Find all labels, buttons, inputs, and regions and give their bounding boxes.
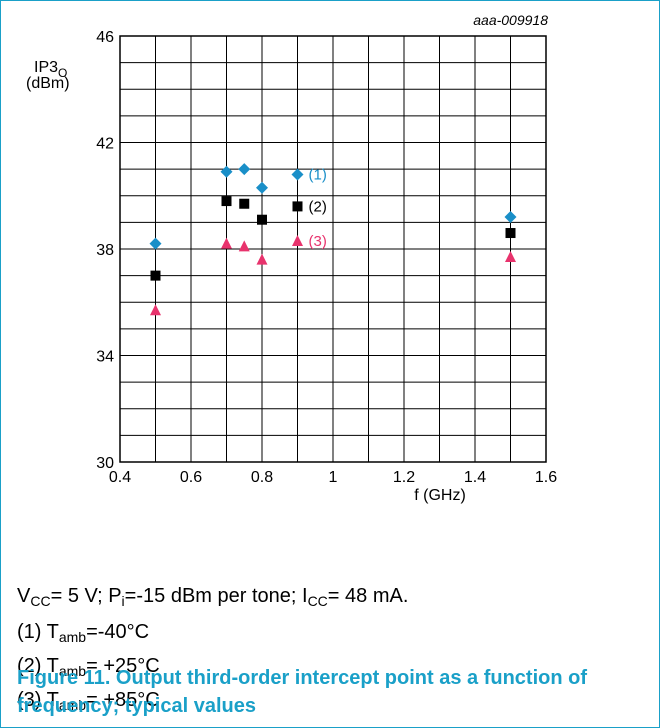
plot-area-border	[119, 35, 547, 463]
data-point-diamond	[256, 181, 268, 194]
data-point-square	[257, 214, 267, 225]
x-tick-label: 0.6	[180, 469, 202, 486]
chart-series: (1) (2) (3)	[149, 163, 517, 316]
y-axis-unit: (dBm)	[26, 75, 70, 92]
y-tick-label: 42	[96, 136, 114, 153]
series-1: (1)	[149, 163, 517, 250]
chart-id-label: aaa-009918	[473, 12, 548, 28]
x-tick-label: 1.2	[393, 469, 415, 486]
note-1: (1) Tamb=-40°C	[17, 621, 150, 645]
series-label: (1)	[309, 166, 327, 183]
data-point-square	[221, 196, 232, 207]
y-axis-label: IP3O	[34, 59, 67, 80]
x-tick-label: 1.6	[535, 469, 557, 486]
data-point-triangle	[238, 240, 250, 252]
data-point-triangle	[221, 237, 232, 249]
data-point-square	[505, 228, 516, 239]
chart-ticks: 0.4 0.6 0.8 1 1.2 1.4 1.6 30 34 38 42 46	[96, 29, 557, 486]
data-point-diamond	[504, 211, 517, 224]
x-tick-label: 1	[329, 469, 338, 486]
note-conditions: VCC= 5 V; Pi=-15 dBm per tone; ICC= 48 m…	[17, 585, 409, 609]
note-3: (3) Tamb= +85°C	[17, 689, 160, 713]
data-point-triangle	[150, 304, 161, 316]
data-point-diamond	[149, 237, 162, 250]
x-axis-label: f (GHz)	[414, 487, 466, 504]
x-tick-label: 1.4	[464, 469, 486, 486]
series-label: (3)	[309, 233, 327, 250]
y-tick-label: 34	[96, 349, 114, 366]
y-tick-label: 30	[96, 455, 114, 472]
data-point-diamond	[238, 163, 251, 176]
series-2: (2)	[150, 196, 516, 281]
data-point-square	[150, 270, 161, 281]
data-point-square	[292, 201, 303, 212]
figure-caption: Figure 11. Output third-order intercept …	[17, 667, 588, 717]
y-tick-label: 46	[96, 29, 114, 46]
note-2: (2) Tamb= +25°C	[17, 655, 160, 679]
y-tick-label: 38	[96, 242, 114, 259]
series-3: (3)	[150, 233, 516, 316]
data-point-square	[239, 198, 250, 209]
data-point-triangle	[505, 250, 516, 262]
data-point-diamond	[291, 168, 304, 181]
x-tick-label: 0.4	[109, 469, 131, 486]
data-point-diamond	[220, 165, 233, 178]
data-point-triangle	[256, 253, 268, 265]
data-point-triangle	[292, 235, 303, 247]
chart-grid	[119, 35, 547, 463]
x-tick-label: 0.8	[251, 469, 273, 486]
series-label: (2)	[309, 198, 327, 215]
